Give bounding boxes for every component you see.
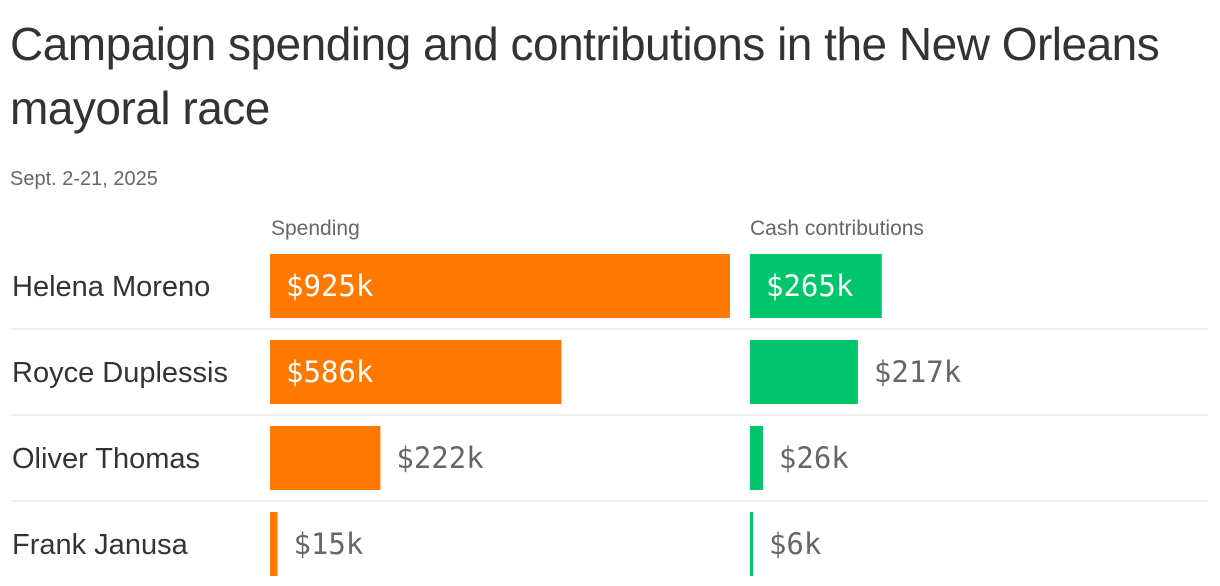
spending-value-label-helena-moreno: $925k — [286, 269, 374, 303]
candidate-label-frank-janusa: Frank Janusa — [12, 529, 189, 561]
candidate-label-royce-duplessis: Royce Duplessis — [12, 357, 228, 389]
candidate-label-oliver-thomas: Oliver Thomas — [12, 443, 200, 475]
cash-contributions-value-label-frank-janusa: $6k — [769, 527, 822, 561]
cash-contributions-bar-helena-moreno — [750, 254, 882, 318]
contributions-column-header: Cash contributions — [750, 217, 924, 240]
cash-contributions-value-label-helena-moreno: $265k — [766, 269, 854, 303]
spending-bar-oliver-thomas — [270, 426, 381, 490]
spending-bar-frank-janusa — [270, 512, 278, 576]
chart-title: Campaign spending and contributions in t… — [10, 18, 1160, 134]
cash-contributions-bar-royce-duplessis — [750, 340, 858, 404]
spending-bar-royce-duplessis — [270, 340, 562, 404]
cash-contributions-value-label-oliver-thomas: $26k — [779, 441, 849, 475]
spending-value-label-oliver-thomas: $222k — [396, 441, 484, 475]
candidate-label-helena-moreno: Helena Moreno — [12, 271, 210, 303]
spending-value-label-frank-janusa: $15k — [293, 527, 363, 561]
spending-column-header: Spending — [271, 217, 360, 240]
cash-contributions-bar-frank-janusa — [750, 512, 753, 576]
spending-value-label-royce-duplessis: $586k — [286, 355, 374, 389]
cash-contributions-bar-oliver-thomas — [750, 426, 763, 490]
chart-subtitle: Sept. 2-21, 2025 — [10, 168, 158, 190]
spending-bar-helena-moreno — [270, 254, 730, 318]
cash-contributions-value-label-royce-duplessis: $217k — [874, 355, 962, 389]
